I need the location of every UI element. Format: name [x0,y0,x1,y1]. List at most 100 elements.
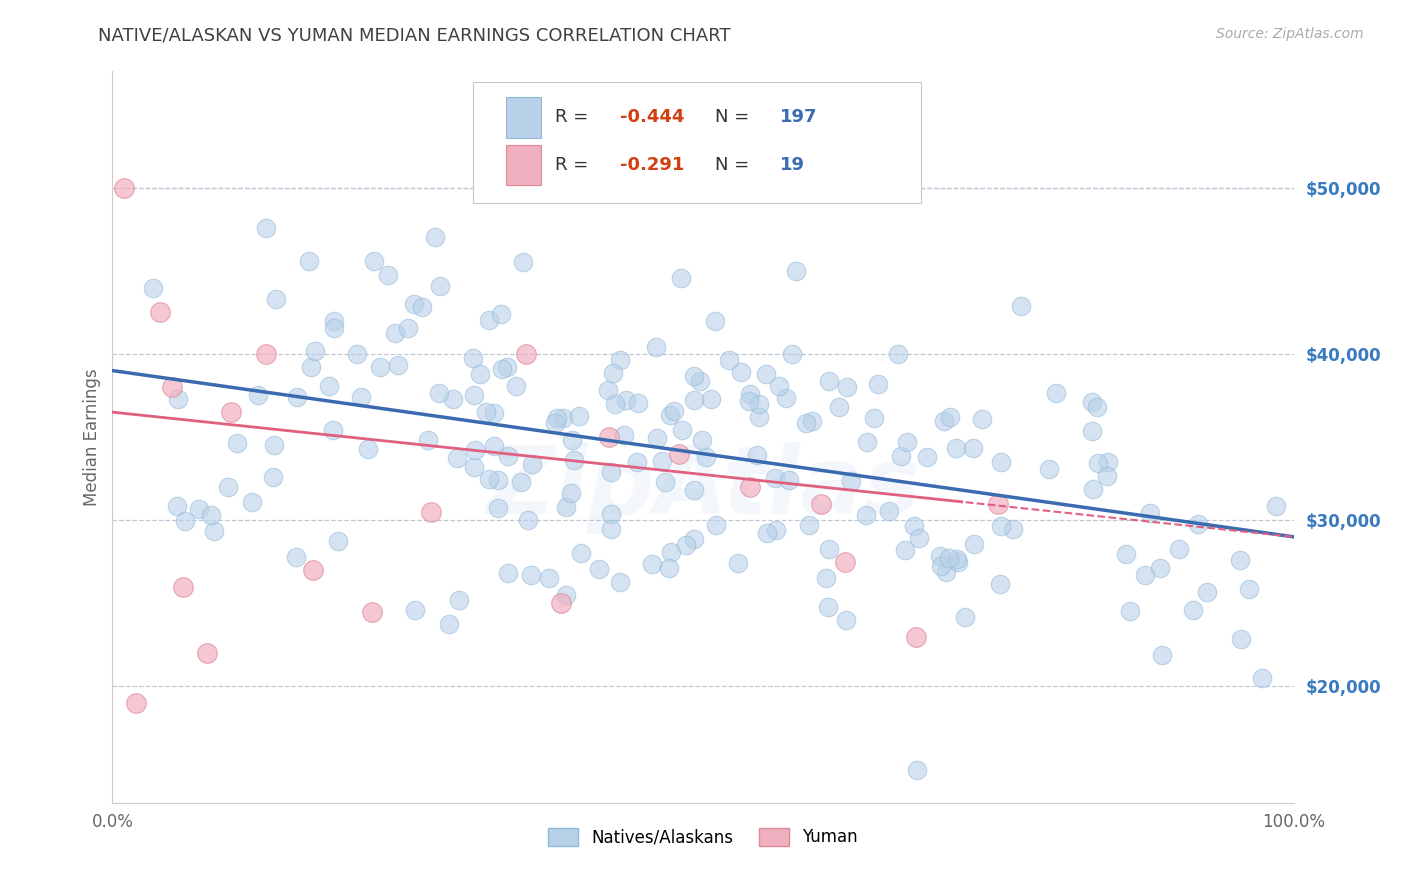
Point [600,522,623,536]
Point [298,254,321,268]
Point [671,423,693,437]
Point [683,483,706,497]
Legend: Natives/Alaskans, Yuman: Natives/Alaskans, Yuman [541,821,865,853]
Text: NATIVE/ALASKAN VS YUMAN MEDIAN EARNINGS CORRELATION CHART: NATIVE/ALASKAN VS YUMAN MEDIAN EARNINGS … [98,27,731,45]
Point [668,447,690,461]
Point [537,571,560,585]
Point [217,480,239,494]
Point [226,435,249,450]
Point [486,501,509,516]
Point [765,524,787,538]
Point [1010,300,1032,314]
Point [1167,541,1189,556]
Text: N =: N = [714,156,761,174]
Point [173,514,195,528]
Point [756,526,779,541]
Point [1264,499,1286,513]
Point [302,563,325,577]
Point [520,458,543,472]
Point [463,388,485,402]
Point [202,524,225,538]
Point [1085,401,1108,415]
Point [262,469,284,483]
Point [669,270,692,285]
Point [904,630,927,644]
Point [510,475,533,490]
Point [402,296,425,310]
Point [562,453,585,467]
Point [491,361,513,376]
Point [695,450,717,464]
Point [675,538,697,552]
Point [555,588,578,602]
Point [1097,455,1119,469]
Point [495,359,517,374]
Point [627,396,650,410]
Point [879,504,901,518]
Point [748,410,770,425]
Point [384,326,406,340]
Point [755,368,778,382]
Point [780,347,803,361]
Point [654,475,676,489]
Point [962,441,984,455]
Point [1001,522,1024,536]
Point [828,400,851,414]
Point [520,568,543,582]
Point [682,532,704,546]
Point [903,519,925,533]
Text: 197: 197 [780,109,817,127]
Point [738,387,761,401]
Point [1045,386,1067,401]
Text: R =: R = [555,156,600,174]
Point [1097,468,1119,483]
Point [478,313,501,327]
Point [855,508,877,523]
Point [482,439,505,453]
Point [555,500,578,514]
Bar [506,97,541,137]
Point [1038,462,1060,476]
Text: -0.444: -0.444 [620,109,685,127]
Point [1115,548,1137,562]
Point [318,379,340,393]
Text: 19: 19 [780,156,804,174]
Point [740,480,762,494]
Point [778,473,800,487]
Point [730,365,752,379]
Point [602,366,624,380]
Point [987,497,1010,511]
Point [560,485,582,500]
Point [651,454,673,468]
Point [896,435,918,450]
Point [775,391,797,405]
Text: ZipAtlas: ZipAtlas [486,442,920,534]
Point [1187,516,1209,531]
Point [166,499,188,513]
Point [748,397,770,411]
Point [886,347,908,361]
Point [418,434,440,448]
Point [544,416,567,430]
Point [945,441,967,455]
Point [200,508,222,522]
Point [682,392,704,407]
Point [934,414,956,428]
Point [195,646,218,660]
Point [475,405,498,419]
Point [1083,482,1105,496]
Point [837,380,859,394]
Point [546,411,568,425]
Point [605,397,627,411]
Point [929,559,952,574]
Point [368,359,391,374]
Point [437,617,460,632]
Y-axis label: Median Earnings: Median Earnings [83,368,101,506]
Point [323,314,346,328]
Point [172,580,194,594]
Point [908,531,931,545]
Point [112,180,135,194]
Point [486,473,509,487]
Point [946,555,969,569]
Point [768,379,790,393]
